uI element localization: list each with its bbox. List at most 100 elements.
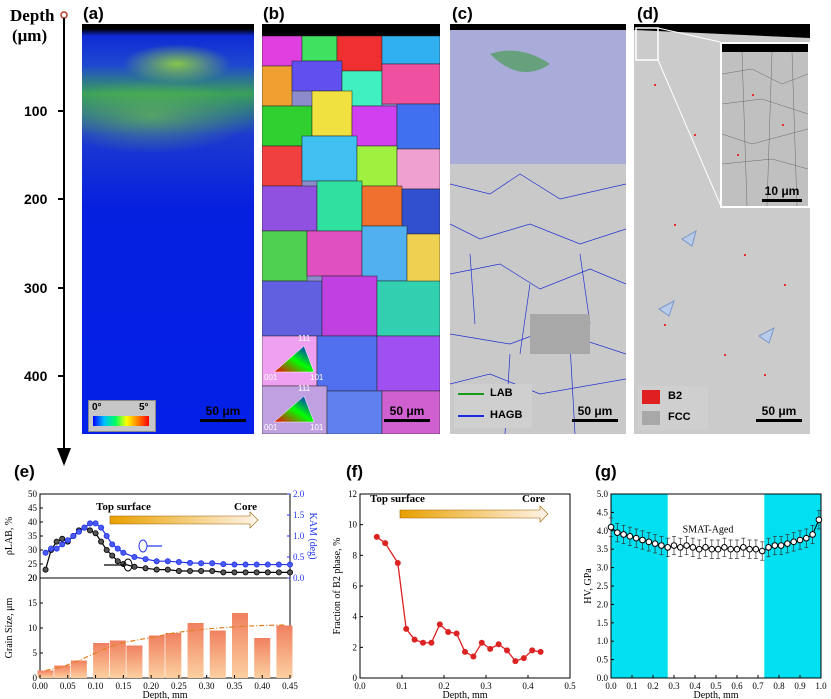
e-bar xyxy=(165,633,182,678)
panel-c-boundary-map: LAB HAGB 50 μm xyxy=(450,24,626,434)
e-point-0 xyxy=(92,530,99,537)
e-bar xyxy=(254,638,271,678)
e-xlabel: Depth, mm xyxy=(143,690,188,699)
f-point xyxy=(529,647,536,654)
panel-a-label: (a) xyxy=(83,4,104,23)
panel-b-scalebar: 50 μm xyxy=(384,404,430,422)
depth-tick-300: 300 xyxy=(24,280,48,296)
g-xtick-label: 0.8 xyxy=(773,681,785,691)
e-point-1 xyxy=(186,559,193,566)
e-point-0 xyxy=(231,569,238,576)
g-point xyxy=(664,544,671,551)
g-point xyxy=(658,542,665,549)
e-point-1 xyxy=(120,549,127,556)
e-point-1 xyxy=(242,561,249,568)
e-point-0 xyxy=(109,552,116,559)
g-point xyxy=(651,540,659,547)
e-point-0 xyxy=(253,569,260,576)
e-xtick-label: 0.05 xyxy=(60,681,76,691)
g-ytick-label: 0.0 xyxy=(597,673,609,683)
e-series-line-0 xyxy=(44,526,290,574)
f-point xyxy=(420,639,426,646)
ipf-label-101-b: 101 xyxy=(310,423,324,432)
g-ytick-label: 5.0 xyxy=(597,489,609,499)
e-top-ytick-label: 20 xyxy=(28,573,38,583)
panel-d-inset: 10 μm xyxy=(720,42,810,208)
g-point xyxy=(740,544,747,551)
e-annotation-top-surface: Top surface xyxy=(96,501,151,513)
e-point-0 xyxy=(186,568,193,575)
f-point xyxy=(382,540,389,547)
f-point xyxy=(411,636,418,643)
e-top-ytick-label: 35 xyxy=(28,531,38,541)
ipf-triangle-legend xyxy=(273,345,315,423)
g-point xyxy=(702,544,709,551)
f-point xyxy=(445,629,452,635)
e-point-1 xyxy=(142,556,149,563)
panel-d-legend: B2 FCC xyxy=(638,386,708,430)
g-ytick-label: 3.5 xyxy=(597,544,609,554)
e-bar xyxy=(109,640,126,678)
panel-b-scalebar-text: 50 μm xyxy=(389,404,425,418)
e-point-1 xyxy=(131,554,138,561)
g-xtick-label: 0.5 xyxy=(710,681,722,691)
e-top-ytick-right-label: 1.5 xyxy=(293,510,305,520)
f-point xyxy=(487,645,494,652)
f-point xyxy=(470,653,477,660)
f-point xyxy=(403,625,410,632)
e-point-1 xyxy=(87,520,94,527)
e-top-ytick-label: 50 xyxy=(28,489,38,499)
e-xtick-label: 0.45 xyxy=(282,681,298,691)
depth-axis: Depth (μm) 100 200 300 400 xyxy=(0,0,78,470)
kam-legend-max: 5° xyxy=(139,402,149,413)
g-point xyxy=(614,529,621,536)
g-point xyxy=(815,516,823,524)
g-point xyxy=(746,545,753,553)
g-ylabel: HV, GPa xyxy=(583,568,594,604)
e-xtick-label: 0.00 xyxy=(32,681,48,691)
g-xtick-label: 0.7 xyxy=(752,681,764,691)
chart-g: 0.0 0.5 1.0 1.5 2.0 2.5 3.0 3.5 4.0 4.5 5.0 0.0 0.1 0… xyxy=(583,489,827,699)
g-annotation: SMAT-Aged xyxy=(683,525,734,536)
g-xtick-label: 1.0 xyxy=(815,681,827,691)
panel-e-label: (e) xyxy=(14,462,35,481)
e-point-0 xyxy=(175,568,182,575)
e-xtick-label: 0.25 xyxy=(171,681,187,691)
e-point-1 xyxy=(275,561,282,568)
f-ytick-label: 0 xyxy=(353,673,358,683)
depth-tick-100: 100 xyxy=(24,103,48,119)
g-point xyxy=(790,538,797,546)
f-ytick-label: 12 xyxy=(348,489,357,499)
e-direction-arrow xyxy=(109,511,259,529)
e-point-1 xyxy=(59,541,66,548)
g-xtick-label: 0.0 xyxy=(605,681,617,691)
panel-c-legend: LAB HAGB xyxy=(454,384,532,428)
e-point-1 xyxy=(48,545,55,552)
e-point-0 xyxy=(98,538,105,545)
e-bottom-ylabel: Grain Size, μm xyxy=(4,597,15,658)
legend-fcc: FCC xyxy=(668,411,691,423)
chart-f: 0 2 4 6 8 10 12 0.0 0.1 0.2 0.3 0.4 0.5 Depth, mm Frac… xyxy=(332,489,576,699)
e-marker-right xyxy=(138,539,148,553)
e-point-1 xyxy=(81,524,88,531)
f-point xyxy=(428,639,435,646)
boundary-network xyxy=(450,24,626,434)
g-ytick-label: 2.5 xyxy=(597,581,609,591)
e-bottom-ytick-label: 10 xyxy=(28,623,38,633)
f-point xyxy=(478,639,485,646)
e-point-0 xyxy=(142,565,149,572)
e-point-1 xyxy=(70,533,77,540)
legend-hagb: HAGB xyxy=(490,409,523,421)
f-point xyxy=(495,641,502,648)
g-ytick-label: 0.5 xyxy=(597,655,609,665)
f-annotation-top-surface: Top surface xyxy=(370,493,425,505)
e-bar xyxy=(93,643,110,678)
e-xtick-label: 0.20 xyxy=(143,681,159,691)
g-point xyxy=(777,542,785,549)
e-trend-line xyxy=(45,624,285,672)
e-point-1 xyxy=(209,560,216,567)
g-ytick-label: 4.5 xyxy=(597,507,609,517)
e-bar xyxy=(232,613,248,678)
ipf-label-111-b: 111 xyxy=(298,384,311,393)
g-xtick-label: 0.4 xyxy=(689,681,701,691)
